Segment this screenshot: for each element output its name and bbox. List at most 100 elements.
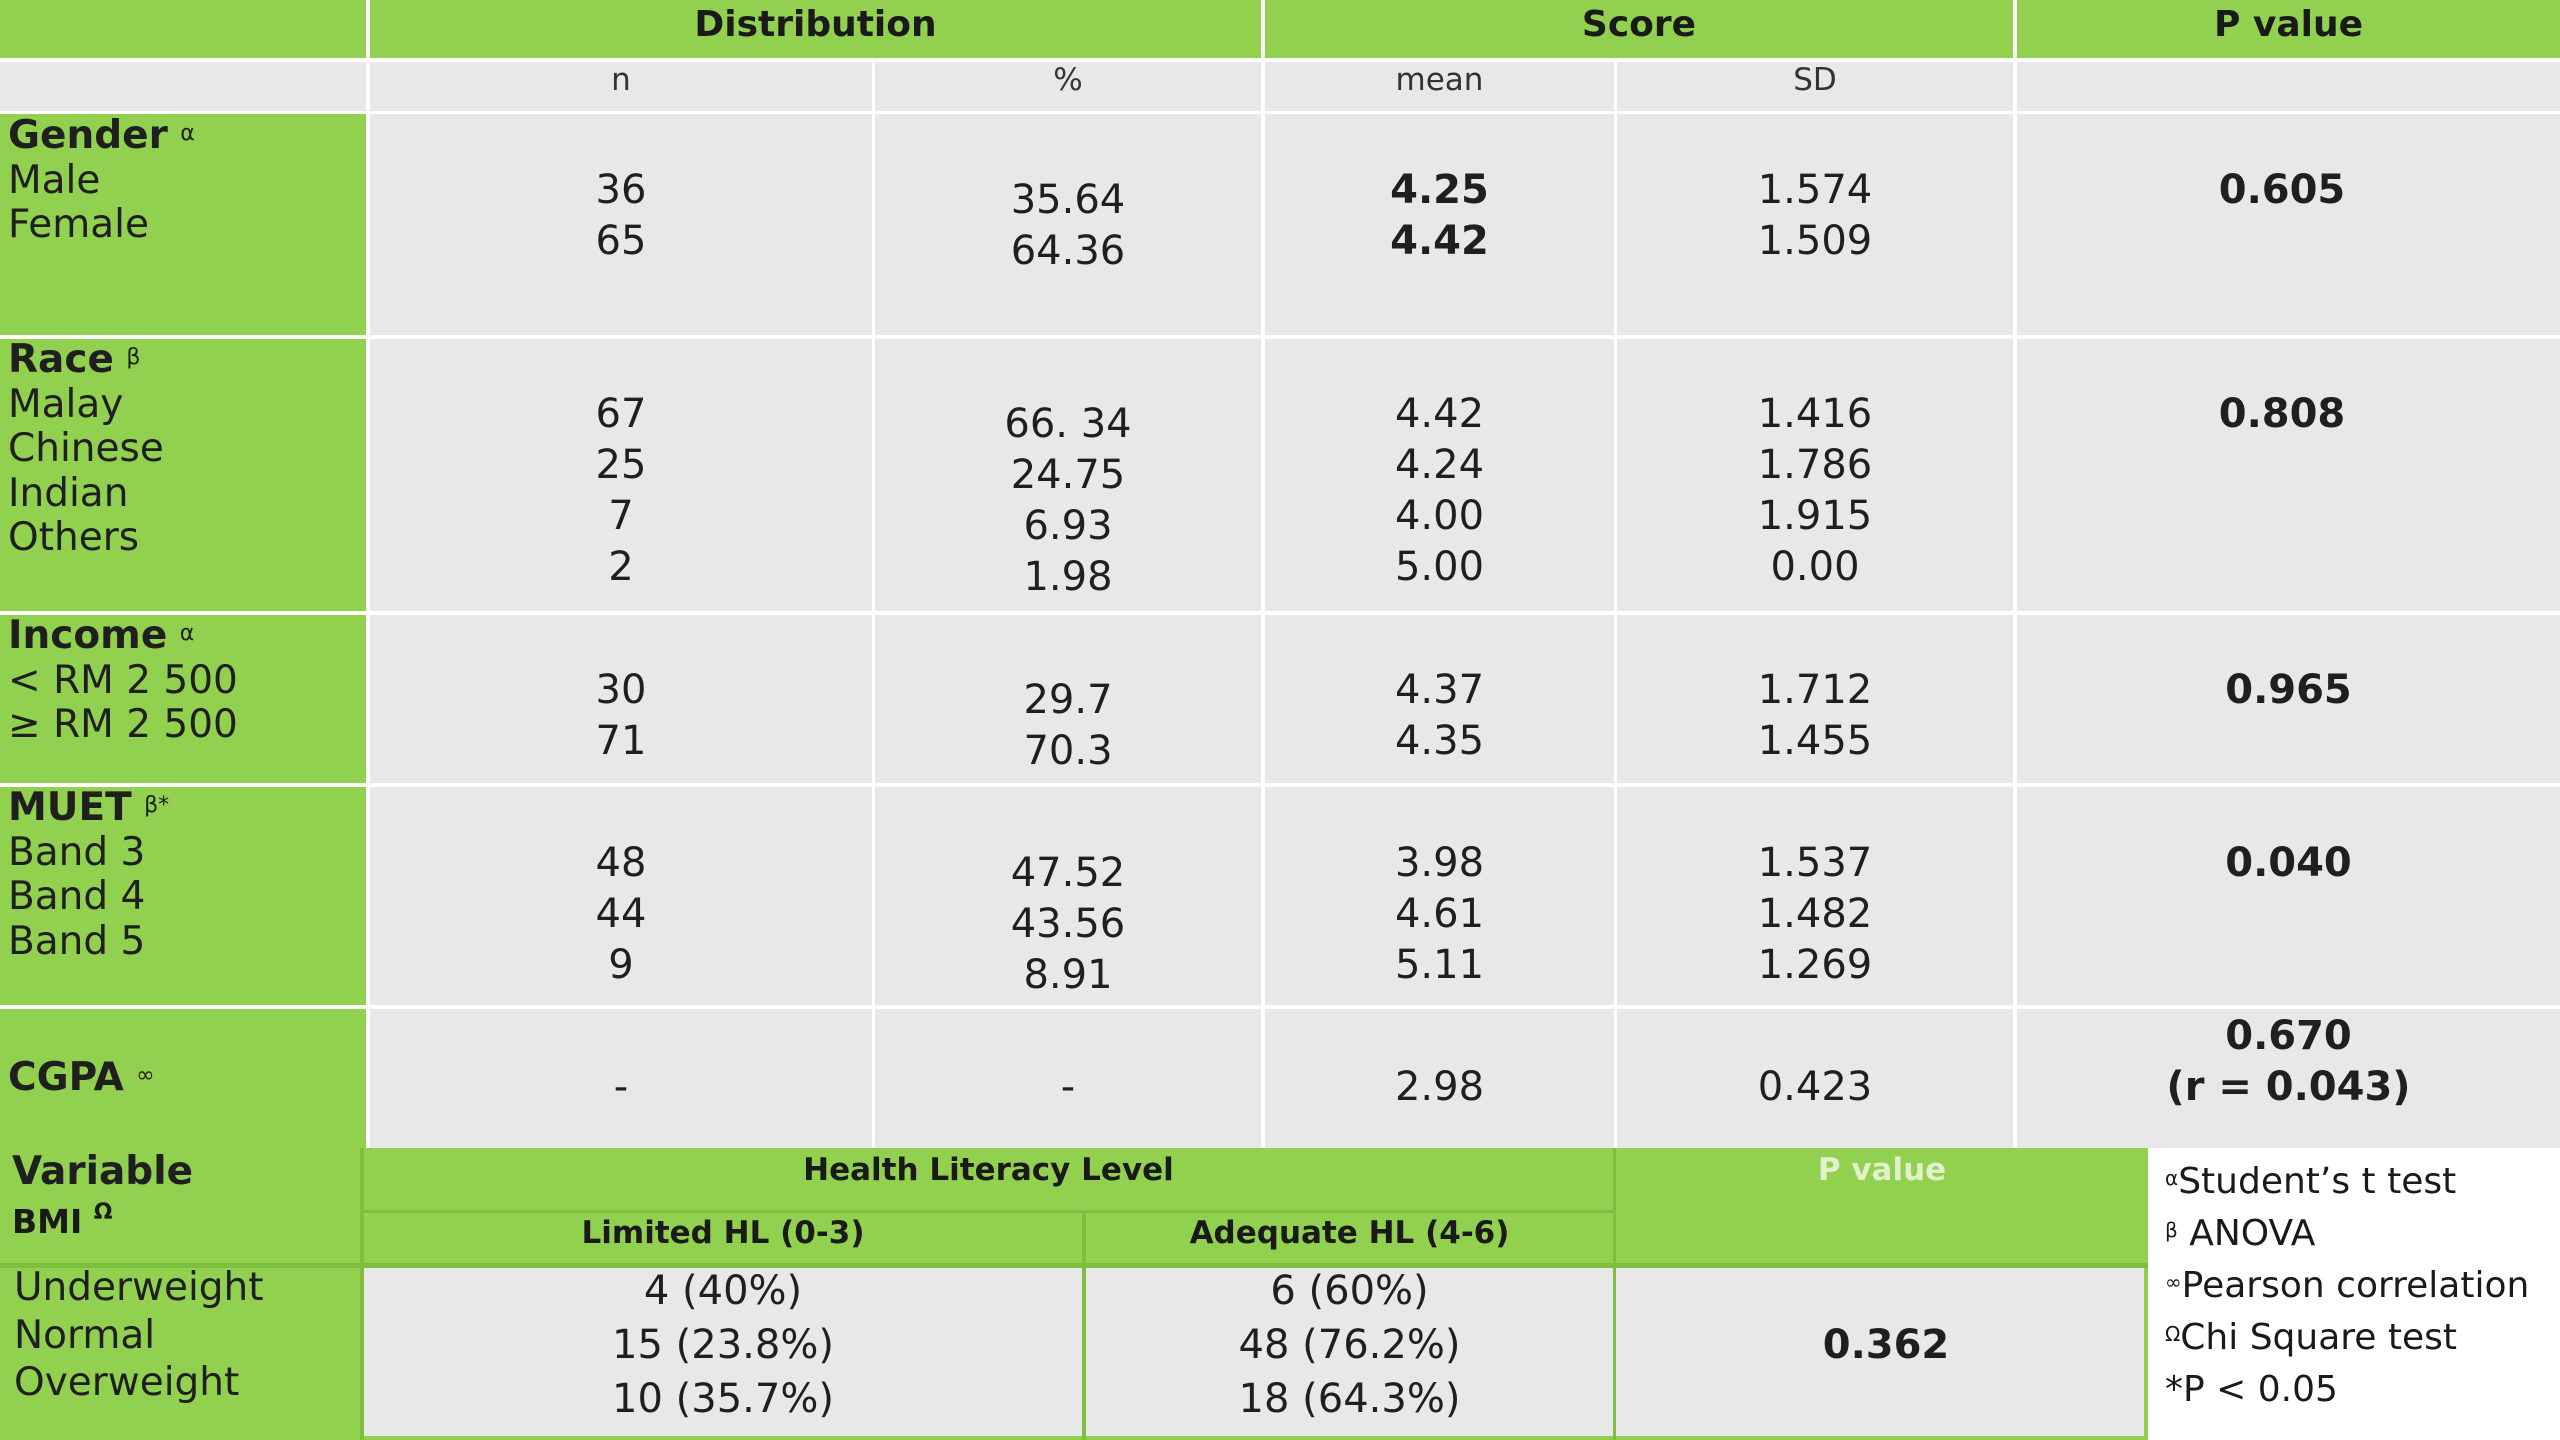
subheader-percent: % — [1053, 62, 1083, 98]
value: 0.00 — [1770, 544, 1860, 590]
value: 0.605 — [2218, 167, 2346, 213]
header-score: Score — [1581, 4, 1697, 45]
bmi-adequate-body — [1086, 1268, 1613, 1436]
cell-n: 67 25 7 2 — [370, 389, 872, 593]
value: 2 — [608, 544, 634, 590]
value: 3.98 — [1394, 840, 1485, 886]
value: 1.455 — [1757, 718, 1873, 764]
value: 5.00 — [1394, 544, 1485, 590]
value: 4.61 — [1394, 891, 1485, 937]
value: - — [613, 1064, 629, 1110]
footnote-text: Chi Square test — [2180, 1317, 2458, 1358]
value: 36 — [595, 167, 647, 213]
value: 7 — [608, 493, 634, 539]
value: 0.808 — [2218, 391, 2346, 437]
footnote-text: ANOVA — [2177, 1213, 2316, 1254]
row-title: MUET — [8, 785, 132, 830]
value: 0.965 — [2225, 667, 2352, 713]
footnote-marker: β* — [144, 793, 170, 818]
row-muet-label: MUET β* Band 3 Band 4 Band 5 — [8, 785, 170, 964]
bmi-limited-body — [364, 1268, 1082, 1436]
cell-percent: 35.64 64.36 — [875, 175, 1261, 277]
subheader-row — [0, 62, 2560, 111]
value: 0.423 — [1757, 1064, 1873, 1110]
value: 1.98 — [1023, 554, 1113, 600]
cell-n: 36 65 — [370, 165, 872, 267]
row-title: Gender — [8, 113, 168, 158]
row-title: CGPA — [8, 1055, 124, 1100]
value: 25 — [595, 442, 647, 488]
value: 1.712 — [1757, 667, 1873, 713]
footnote-item: β ANOVA — [2165, 1208, 2529, 1260]
footnote-marker: α — [2165, 1166, 2179, 1190]
value: 18 (64.3%) — [1238, 1376, 1461, 1422]
row-cgpa-label: CGPA ∞ — [8, 1055, 155, 1101]
value: 44 — [595, 891, 647, 937]
bmi-categories: Underweight Normal Overweight — [14, 1264, 264, 1407]
value: (r = 0.043) — [2166, 1064, 2411, 1110]
subheader-mean: mean — [1395, 62, 1484, 98]
value: 1.269 — [1757, 942, 1873, 988]
value: 8.91 — [1023, 952, 1113, 998]
value: 6 (60%) — [1270, 1268, 1429, 1314]
footnote-text: *P < 0.05 — [2165, 1369, 2338, 1410]
bmi-adequate-values: 6 (60%) 48 (76.2%) 18 (64.3%) — [1086, 1264, 1613, 1426]
bmi-text: BMI — [12, 1202, 83, 1241]
footnote-item: *P < 0.05 — [2165, 1364, 2529, 1416]
row-item: Indian — [8, 470, 129, 516]
value: 48 (76.2%) — [1238, 1322, 1461, 1368]
cell-n: - — [370, 1062, 872, 1113]
footnote-marker: β — [126, 345, 141, 370]
value: 2.98 — [1394, 1064, 1485, 1110]
bmi-label: BMI Ω — [12, 1200, 113, 1241]
cell-n: 30 71 — [370, 665, 872, 767]
cell-sd: 0.423 — [1617, 1062, 2013, 1113]
value: 4 (40%) — [643, 1268, 803, 1314]
bmi-pvalue-body — [1616, 1268, 2144, 1436]
variable-column — [0, 111, 366, 1148]
bmi-limited-values: 4 (40%) 15 (23.8%) 10 (35.7%) — [364, 1264, 1082, 1426]
cell-pvalue: 0.965 — [2017, 665, 2560, 716]
footnote-text: Student’s t test — [2178, 1161, 2457, 1202]
value: 9 — [608, 942, 634, 988]
footnote-text: Pearson correlation — [2181, 1265, 2530, 1306]
value: 35.64 — [1010, 177, 1126, 223]
value: 1.482 — [1757, 891, 1873, 937]
cell-percent: 29.7 70.3 — [875, 675, 1261, 777]
footnote-item: ∞Pearson correlation — [2165, 1260, 2529, 1312]
value: 4.00 — [1394, 493, 1485, 539]
row-item: Male — [8, 157, 101, 203]
cell-percent: 47.52 43.56 8.91 — [875, 848, 1261, 1001]
row-title: Income — [8, 613, 168, 658]
footnote-item: αStudent’s t test — [2165, 1156, 2529, 1208]
cell-percent: 66. 34 24.75 6.93 1.98 — [875, 399, 1261, 603]
footnote-marker: Ω — [93, 1200, 113, 1225]
value: 30 — [595, 667, 647, 713]
bmi-pvalue: 0.362 — [1822, 1322, 1950, 1368]
header-distribution: Distribution — [694, 4, 937, 45]
value: 67 — [595, 391, 647, 437]
value: 4.25 — [1390, 167, 1489, 213]
cell-percent: - — [875, 1062, 1261, 1113]
footnotes: αStudent’s t test β ANOVA ∞Pearson corre… — [2165, 1156, 2529, 1416]
value: 10 (35.7%) — [612, 1376, 834, 1422]
cell-pvalue: 0.605 — [2017, 165, 2547, 216]
value: 70.3 — [1023, 728, 1113, 774]
row-gender-label: Gender α Male Female — [8, 113, 195, 248]
bmi-adequate-header: Adequate HL (4-6) — [1189, 1215, 1510, 1251]
cell-n: 48 44 9 — [370, 838, 872, 991]
row-race-label: Race β Malay Chinese Indian Others — [8, 337, 164, 561]
value: 0.670 — [2225, 1013, 2352, 1059]
cell-sd: 1.416 1.786 1.915 0.00 — [1617, 389, 2013, 593]
row-item: ≥ RM 2 500 — [8, 702, 238, 747]
row-item: Malay — [8, 381, 124, 427]
value: - — [1060, 1064, 1076, 1110]
value: 4.42 — [1390, 218, 1489, 264]
bmi-category: Normal — [14, 1312, 156, 1358]
value: 1.537 — [1757, 840, 1873, 886]
cell-mean: 4.37 4.35 — [1265, 665, 1614, 767]
subheader-n: n — [611, 62, 631, 98]
value: 1.574 — [1757, 167, 1873, 213]
value: 66. 34 — [1004, 401, 1132, 447]
value: 0.040 — [2225, 840, 2352, 886]
